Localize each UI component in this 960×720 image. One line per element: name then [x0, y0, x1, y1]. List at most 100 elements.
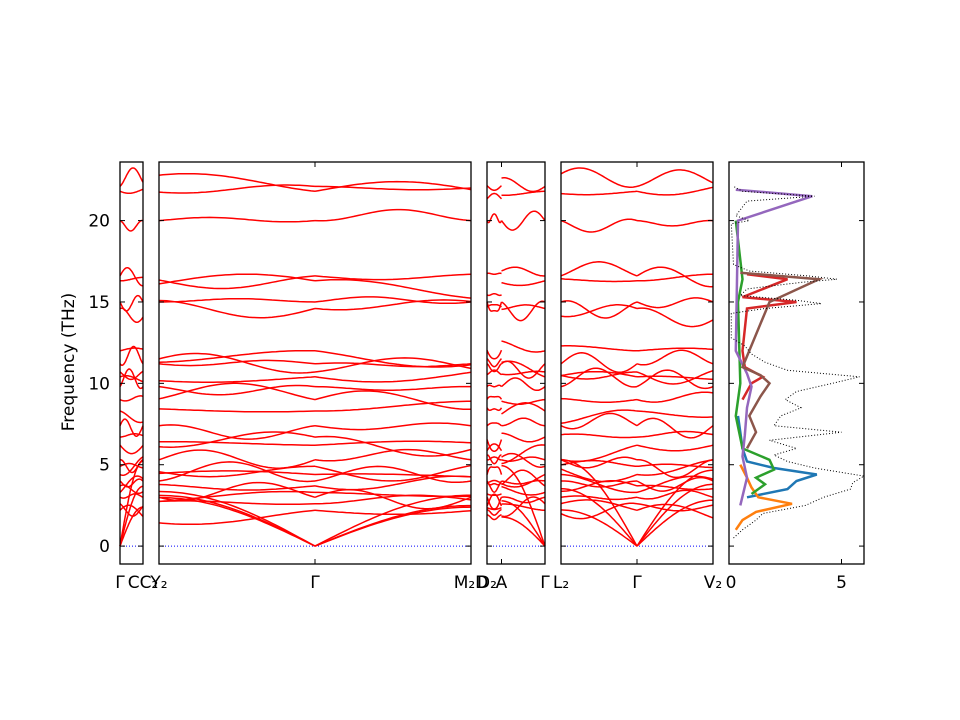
band-line	[560, 456, 638, 469]
band-line	[158, 440, 315, 446]
x-tick-label: V₂	[704, 573, 722, 593]
band-line	[158, 494, 316, 547]
band-line	[314, 475, 472, 491]
band-line	[314, 357, 472, 373]
band-line	[119, 266, 143, 287]
band-line	[501, 500, 546, 547]
band-line	[119, 370, 144, 381]
band-line	[314, 488, 472, 510]
band-line	[486, 407, 503, 412]
band-line	[486, 213, 503, 224]
band-line	[486, 369, 502, 376]
band-line	[560, 304, 638, 318]
band-line	[487, 514, 502, 521]
dos-partial-line	[734, 220, 776, 496]
dos-x-tick-label: 5	[836, 573, 847, 593]
band-line	[120, 459, 144, 474]
band-line	[119, 410, 144, 424]
band-line	[636, 430, 714, 438]
band-line	[636, 391, 714, 403]
band-line	[500, 210, 546, 231]
band-line	[158, 500, 316, 506]
band-line	[158, 273, 316, 285]
band-line	[501, 300, 546, 322]
band-line	[158, 359, 316, 367]
band-line	[119, 188, 144, 195]
band-line	[501, 456, 546, 462]
band-line	[314, 509, 472, 516]
band-line	[636, 169, 714, 188]
band-line	[486, 384, 503, 388]
band-line	[501, 190, 545, 197]
band-line	[158, 349, 316, 363]
band-line	[636, 459, 714, 476]
band-line	[486, 301, 503, 312]
band-line	[314, 506, 472, 547]
band-line	[486, 192, 503, 200]
band-line	[636, 297, 714, 309]
band-line	[314, 371, 472, 383]
dos-partial-line	[741, 273, 797, 401]
band-line	[314, 208, 472, 222]
band-line	[158, 470, 316, 476]
band-line	[158, 509, 316, 526]
band-line	[119, 294, 144, 312]
band-line	[501, 280, 546, 287]
band-line	[486, 493, 503, 507]
band-line	[158, 299, 316, 319]
band-line	[486, 496, 503, 510]
band-line	[636, 463, 713, 469]
dos-frame	[728, 161, 865, 565]
band-line	[636, 476, 714, 492]
dos-total-line	[730, 185, 866, 539]
band-line	[561, 345, 638, 352]
band-line	[501, 177, 546, 193]
band-line	[486, 185, 502, 191]
band-line	[560, 459, 638, 468]
band-line	[636, 375, 714, 381]
band-line	[119, 167, 144, 187]
band-line	[486, 466, 503, 475]
x-tick-label: D₂	[477, 573, 497, 593]
band-line	[560, 167, 638, 188]
band-line	[158, 382, 316, 401]
band-line	[501, 266, 546, 277]
band-line	[636, 499, 713, 547]
x-tick-label: Γ	[115, 573, 125, 593]
band-panel-3: D₂A Γ	[477, 161, 550, 593]
band-line	[636, 483, 713, 547]
band-line	[560, 473, 637, 494]
band-line	[560, 409, 638, 425]
band-line	[560, 509, 638, 547]
band-line	[158, 184, 316, 194]
band-panel-4: L₂ Γ V₂	[553, 161, 722, 593]
band-line	[501, 304, 546, 311]
band-line	[314, 362, 472, 368]
band-line	[560, 190, 638, 196]
band-line	[637, 273, 713, 282]
band-line	[486, 480, 503, 486]
band-line	[119, 219, 144, 232]
band-line	[314, 435, 472, 457]
band-line	[501, 465, 546, 547]
band-line	[636, 410, 713, 418]
x-tick-label: A	[496, 573, 508, 593]
band-line	[314, 296, 472, 305]
dos-partial-line	[740, 271, 824, 450]
band-line	[636, 444, 714, 452]
band-line	[158, 275, 316, 290]
band-line	[636, 266, 714, 288]
band-line	[560, 218, 638, 233]
band-line	[158, 408, 316, 413]
band-line	[560, 370, 638, 378]
band-line	[119, 307, 144, 323]
band-line	[636, 186, 714, 196]
band-line	[119, 503, 144, 517]
band-line	[560, 412, 638, 430]
band-line	[560, 444, 638, 463]
band-line	[561, 480, 638, 488]
band-line	[314, 464, 472, 482]
band-line	[560, 487, 638, 547]
